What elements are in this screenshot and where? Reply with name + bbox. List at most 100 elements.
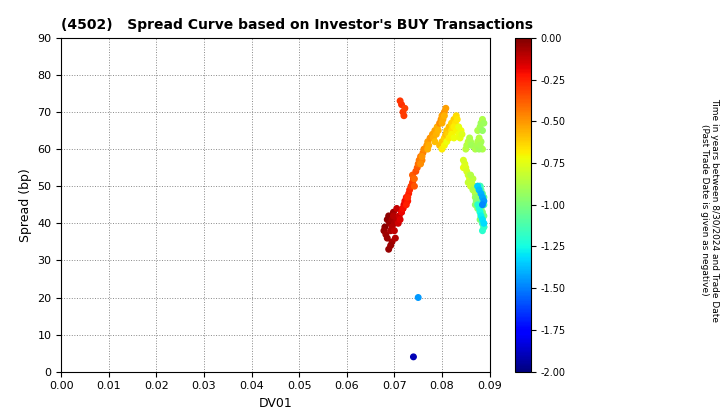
Point <box>395 97 406 104</box>
Point <box>380 231 392 238</box>
Point <box>461 142 472 149</box>
Point <box>392 220 404 227</box>
Point <box>418 146 430 152</box>
Point <box>436 138 448 145</box>
Point <box>466 179 477 186</box>
Point <box>458 164 469 171</box>
Point <box>398 201 410 208</box>
Point <box>446 120 457 126</box>
Point <box>473 186 485 193</box>
Point <box>390 235 401 242</box>
Point <box>472 198 483 205</box>
Point <box>408 354 419 360</box>
Point <box>407 179 418 186</box>
Point <box>391 205 402 212</box>
Point <box>413 157 425 163</box>
Point <box>407 172 418 178</box>
Point <box>445 127 456 134</box>
Point <box>395 216 406 223</box>
Point <box>475 138 487 145</box>
Point <box>402 194 413 201</box>
Point <box>399 105 410 112</box>
Text: Time in years between 8/30/2024 and Trade Date
(Past Trade Date is given as nega: Time in years between 8/30/2024 and Trad… <box>700 98 719 322</box>
Point <box>465 183 477 189</box>
Point <box>474 183 486 189</box>
Point <box>475 213 487 219</box>
Point <box>466 142 477 149</box>
Point <box>472 183 483 189</box>
Point <box>477 216 488 223</box>
Point <box>453 131 464 138</box>
Point <box>389 227 400 234</box>
Point <box>436 112 448 119</box>
Point <box>475 205 487 212</box>
Point <box>436 116 447 123</box>
Point <box>477 194 488 201</box>
Point <box>460 146 472 152</box>
Point <box>472 205 483 212</box>
Point <box>473 134 485 141</box>
Point <box>405 183 417 189</box>
Point <box>454 134 466 141</box>
Point <box>477 146 488 152</box>
Point <box>386 223 397 230</box>
Point <box>382 235 393 242</box>
Point <box>478 120 490 126</box>
Point <box>379 223 391 230</box>
Point <box>470 142 482 149</box>
Point <box>465 138 477 145</box>
Point <box>378 227 390 234</box>
Point <box>399 198 410 205</box>
Point <box>416 157 428 163</box>
Point <box>475 213 487 219</box>
Point <box>404 186 415 193</box>
Point <box>436 146 448 152</box>
Point <box>442 131 454 138</box>
Point <box>387 213 399 219</box>
Point <box>428 134 439 141</box>
Point <box>472 194 483 201</box>
Point <box>477 220 488 227</box>
Point <box>467 176 479 182</box>
Point <box>477 209 488 215</box>
Point <box>431 123 443 130</box>
Point <box>446 131 457 138</box>
Point <box>420 146 431 152</box>
Point <box>415 160 426 167</box>
Point <box>459 160 471 167</box>
Point <box>453 123 464 130</box>
Point <box>398 112 410 119</box>
Point <box>396 101 408 108</box>
Point <box>416 153 428 160</box>
Point <box>441 127 453 134</box>
Point <box>469 146 481 152</box>
Point <box>433 127 444 134</box>
Point <box>446 123 458 130</box>
Point <box>475 186 487 193</box>
Point <box>387 209 399 215</box>
Point <box>451 116 463 123</box>
Point <box>469 190 481 197</box>
Point <box>470 194 482 201</box>
Point <box>444 123 455 130</box>
Point <box>474 123 486 130</box>
Point <box>429 138 441 145</box>
Point <box>475 190 487 197</box>
Point <box>462 138 474 145</box>
Point <box>458 157 469 163</box>
Point <box>478 223 490 230</box>
Point <box>446 127 457 134</box>
Point <box>478 194 490 201</box>
Point <box>472 201 483 208</box>
Point <box>400 201 412 208</box>
Point <box>396 209 408 215</box>
Point <box>464 176 475 182</box>
Point <box>437 116 449 123</box>
Point <box>393 213 405 219</box>
Point <box>474 209 486 215</box>
Point <box>384 227 396 234</box>
Point <box>473 205 485 212</box>
Point <box>464 134 475 141</box>
Point <box>451 127 462 134</box>
Point <box>422 146 433 152</box>
